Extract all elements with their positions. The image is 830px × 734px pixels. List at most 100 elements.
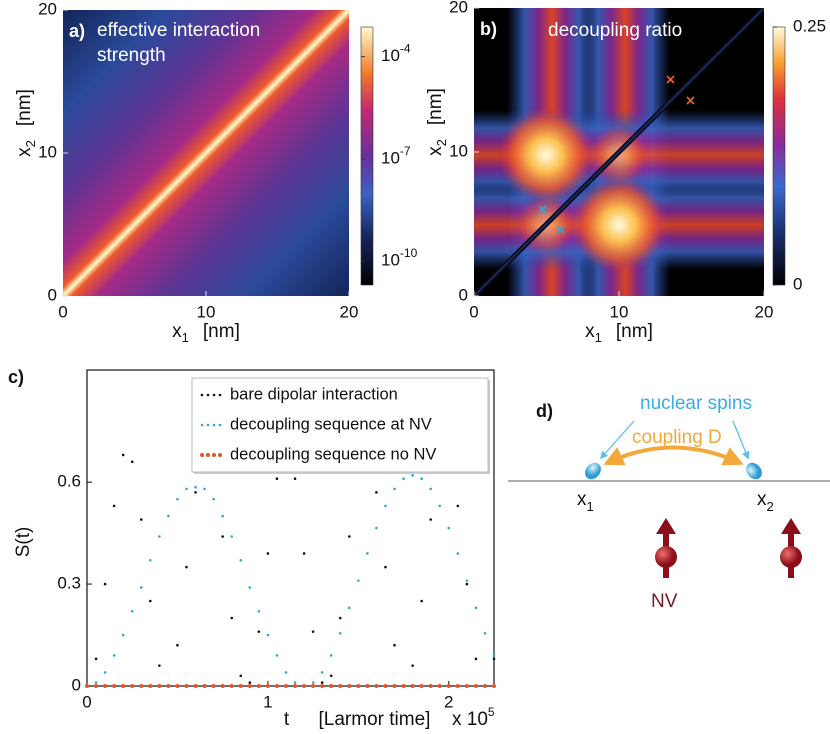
data-point (329, 654, 333, 657)
data-point (320, 671, 324, 674)
label-base: x (577, 489, 587, 510)
data-point (94, 681, 98, 684)
data-point (176, 643, 179, 647)
data-point (103, 684, 108, 688)
legend-swatch (200, 423, 204, 427)
data-point (356, 684, 361, 688)
position-label: x1 (577, 489, 594, 514)
data-point (275, 477, 279, 481)
label-part: x (585, 321, 595, 342)
data-point (338, 684, 343, 688)
label-part: [nm] (616, 321, 653, 342)
y-tick-label: 20 (449, 0, 468, 16)
data-point (94, 684, 99, 688)
plot-frame (86, 369, 495, 687)
data-point (149, 599, 152, 603)
axis-label-text: x1 [nm] (172, 321, 240, 345)
data-point (283, 684, 288, 688)
data-point (401, 684, 406, 688)
x-tick-label: 0 (58, 302, 67, 321)
data-point (202, 684, 207, 688)
x-tick-label: 10 (610, 302, 629, 321)
coupling-label: coupling D (632, 427, 722, 448)
axis-label-text: x2 [nm] (14, 89, 38, 157)
data-point (392, 684, 397, 688)
axis-label: x2 [nm] (14, 89, 38, 157)
x-tick-label: 20 (340, 302, 359, 321)
colorbar-tick-label: 10-7 (381, 144, 411, 167)
data-point (175, 684, 180, 688)
label-sub: 2 (767, 499, 774, 514)
data-point (103, 582, 107, 586)
legend-swatch (206, 423, 210, 427)
label-part: x (425, 146, 446, 156)
data-point (311, 681, 315, 684)
data-point (130, 684, 135, 688)
label-base: x (757, 489, 767, 510)
data-point (257, 609, 261, 613)
label-part: x (14, 147, 35, 157)
data-point (284, 671, 288, 674)
data-point (384, 565, 387, 569)
data-point (311, 684, 316, 688)
data-point (492, 657, 496, 661)
data-point (130, 609, 134, 613)
data-point (112, 504, 116, 508)
diagram: d) nuclear spins coupling D x1 x2 NV (508, 393, 830, 612)
data-point (482, 684, 487, 688)
data-point (429, 518, 432, 521)
legend-swatch (212, 423, 216, 427)
data-point (130, 460, 134, 464)
data-point (239, 558, 243, 562)
data-point (293, 681, 297, 684)
data-point (139, 518, 143, 521)
data-point (158, 535, 161, 538)
data-point (492, 654, 496, 657)
data-point (383, 684, 388, 688)
data-point (221, 514, 224, 518)
data-point (375, 526, 378, 530)
data-point (184, 684, 189, 688)
data-point (329, 684, 334, 688)
legend-swatch (218, 453, 222, 457)
legend-swatch (212, 393, 216, 397)
axis-multiplier: x 105 (452, 705, 495, 730)
data-point (437, 684, 442, 688)
data-point (320, 684, 325, 688)
data-point (248, 586, 252, 589)
axis-label: S(t) (13, 527, 34, 558)
data-point (238, 684, 243, 688)
panel-label: d) (536, 401, 553, 421)
label-part: x (172, 321, 182, 342)
legend-swatch (218, 393, 222, 397)
legend-swatch (200, 393, 204, 397)
data-point (302, 552, 306, 555)
heatmap-image (474, 8, 764, 296)
colorbar-tick-label: 0 (793, 274, 802, 293)
data-point (185, 565, 188, 569)
x-tick-label: 0 (469, 302, 478, 321)
y-tick-label: 10 (449, 141, 468, 160)
label-part: [nm] (203, 321, 240, 342)
legend-swatch (200, 453, 204, 457)
y-tick-label: 0.6 (57, 472, 81, 491)
legend-label: decoupling sequence no NV (230, 445, 436, 463)
data-point (166, 684, 171, 688)
label-part: 2 (434, 139, 449, 146)
data-point (419, 684, 424, 688)
data-point (212, 497, 215, 501)
data-point (112, 654, 116, 657)
data-point (94, 657, 98, 661)
colorbar (360, 26, 374, 286)
data-point (410, 684, 415, 688)
heatmap-image (63, 10, 349, 296)
data-point (257, 630, 261, 633)
data-point (357, 579, 360, 582)
nv-center (780, 518, 802, 578)
legend-swatch (206, 393, 210, 397)
label-part: 1 (595, 330, 602, 345)
y-tick-label: 10 (38, 142, 57, 161)
data-point (465, 582, 469, 586)
data-point (293, 684, 298, 688)
x-tick-label: 10 (197, 302, 216, 321)
